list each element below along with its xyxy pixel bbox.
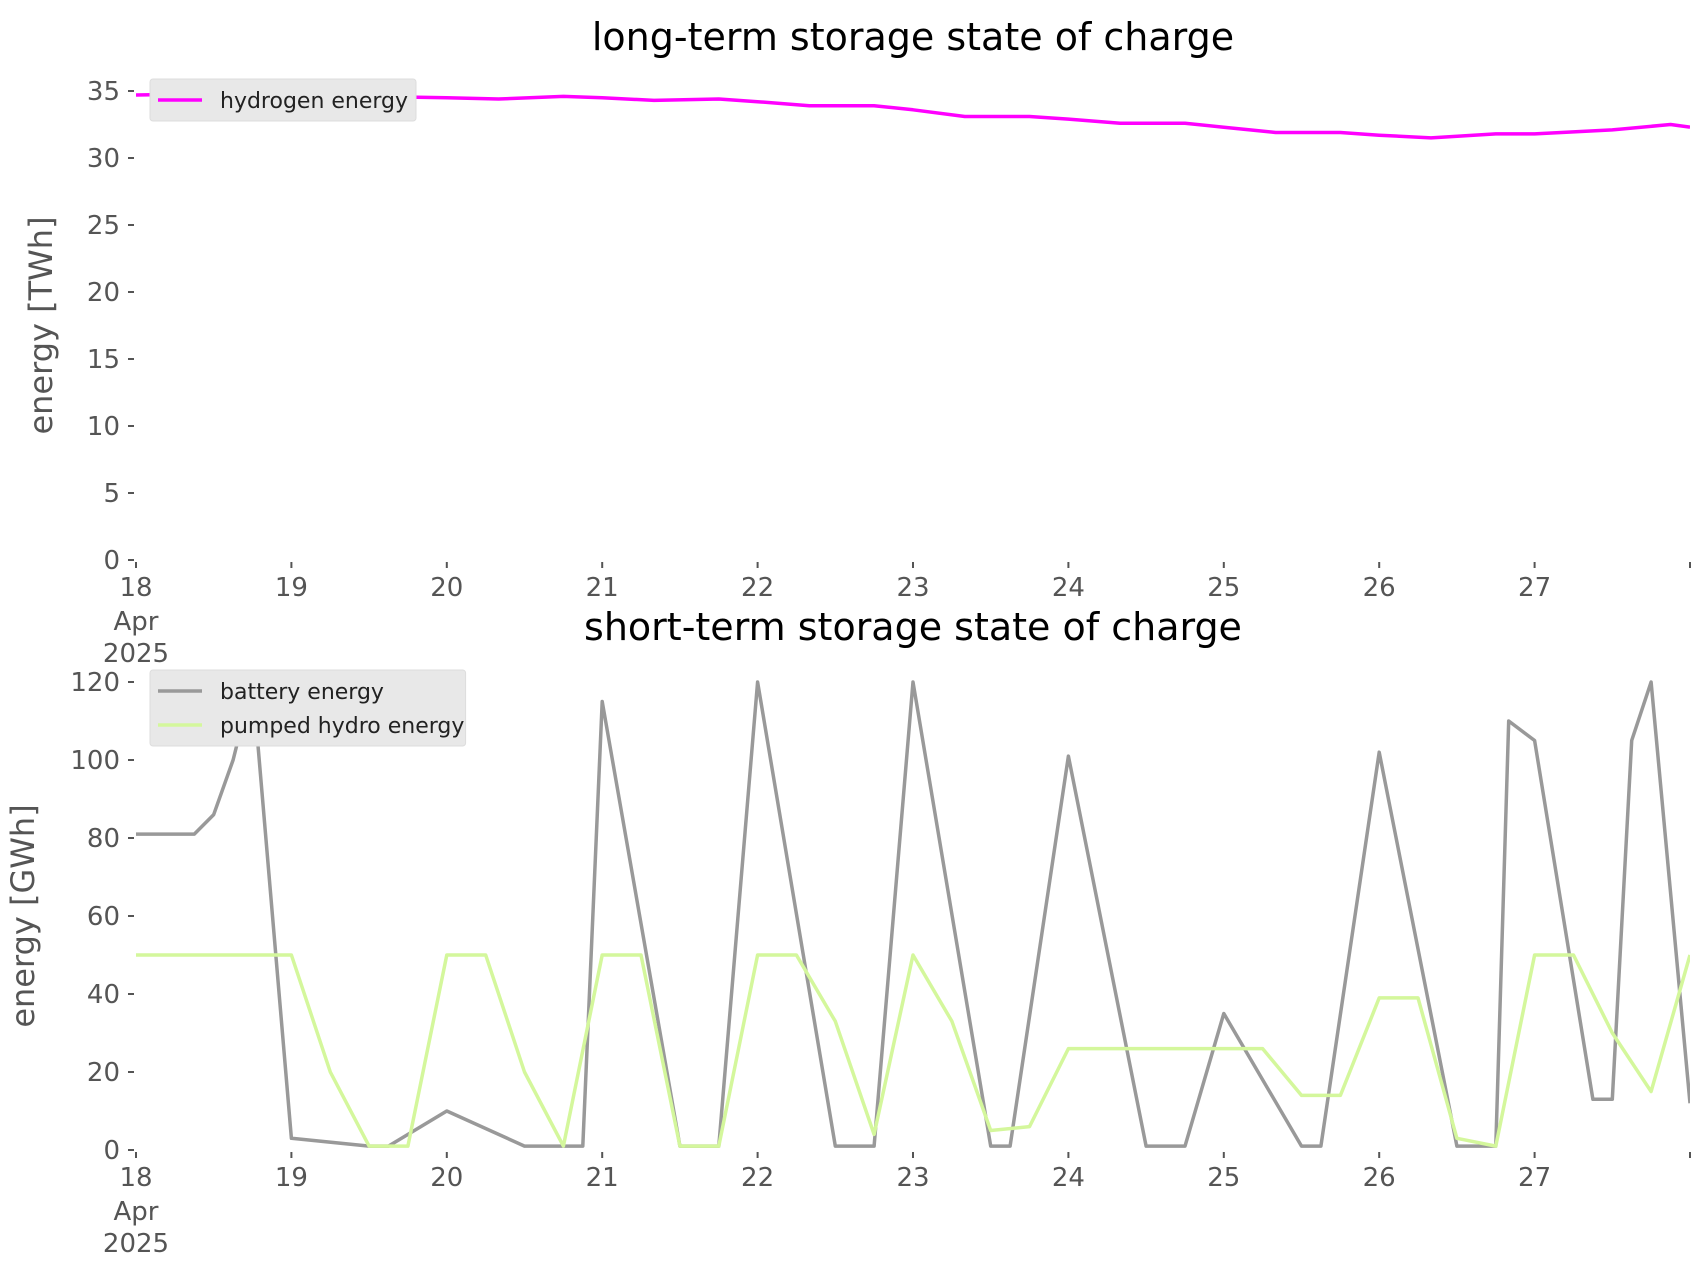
y-axis-label: energy [GWh]	[4, 804, 42, 1027]
y-tick-label: 80	[87, 824, 120, 854]
y-tick-label: 25	[87, 211, 120, 241]
y-tick-label: 10	[87, 412, 120, 442]
x-tick-label: 21	[586, 573, 619, 603]
x-tick-label: 19	[275, 1163, 308, 1193]
y-tick-label: 40	[87, 980, 120, 1010]
x-tick-label: 21	[586, 1163, 619, 1193]
legend-label: pumped hydro energy	[220, 714, 464, 739]
x-tick-label: 24	[1052, 573, 1085, 603]
x-tick-label: 23	[896, 1163, 929, 1193]
y-tick-label: 35	[87, 77, 120, 107]
x-tick-label: 24	[1052, 1163, 1085, 1193]
series-line-pumped-hydro-energy	[136, 953, 1690, 1148]
y-tick-label: 20	[87, 1058, 120, 1088]
chart-panel-1: short-term storage state of charge energy…	[4, 605, 1691, 1259]
chart-title: long-term storage state of charge	[592, 15, 1234, 59]
legend-label: battery energy	[220, 680, 384, 705]
x-tick-label: 25	[1207, 1163, 1240, 1193]
x-tick-label: 20	[430, 573, 463, 603]
series-line-hydrogen-energy	[136, 91, 1690, 140]
x-tick-sublabel: Apr	[114, 1197, 159, 1227]
y-tick-label: 0	[103, 1136, 120, 1166]
y-tick-label: 15	[87, 345, 120, 375]
chart-panel-0: long-term storage state of charge energy …	[22, 15, 1691, 669]
x-tick-sublabel: Apr	[114, 607, 159, 637]
x-tick-label: 27	[1518, 573, 1551, 603]
y-tick-label: 100	[70, 746, 120, 776]
x-tick-label: 27	[1518, 1163, 1551, 1193]
y-tick-label: 30	[87, 144, 120, 174]
x-tick-label: 26	[1363, 573, 1396, 603]
x-tick-sublabel: 2025	[103, 1229, 169, 1259]
legend-box	[149, 78, 417, 122]
x-tick-sublabel: 2025	[103, 639, 169, 669]
legend-box	[149, 669, 467, 747]
x-tick-label: 22	[741, 1163, 774, 1193]
series-line-battery-energy	[136, 680, 1690, 1148]
x-tick-label: 18	[119, 1163, 152, 1193]
x-tick-label: 19	[275, 573, 308, 603]
x-tick-label: 25	[1207, 573, 1240, 603]
y-tick-label: 60	[87, 902, 120, 932]
y-tick-label: 5	[103, 479, 120, 509]
chart-title: short-term storage state of charge	[584, 605, 1242, 649]
y-tick-label: 120	[70, 668, 120, 698]
x-tick-label: 18	[119, 573, 152, 603]
y-axis-label: energy [TWh]	[22, 216, 60, 434]
x-tick-label: 22	[741, 573, 774, 603]
y-tick-label: 20	[87, 278, 120, 308]
x-tick-label: 26	[1363, 1163, 1396, 1193]
x-tick-label: 23	[896, 573, 929, 603]
x-tick-label: 20	[430, 1163, 463, 1193]
legend-label: hydrogen energy	[220, 89, 408, 114]
y-tick-label: 0	[103, 546, 120, 576]
